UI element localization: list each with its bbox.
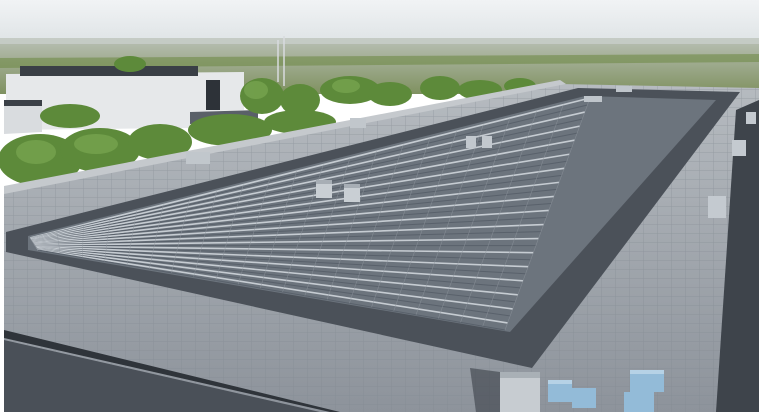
panel-row: [36, 246, 526, 275]
panel-row: [31, 146, 573, 242]
panel-row: [37, 248, 513, 310]
panel-row: [35, 245, 529, 268]
panel-row: [29, 97, 591, 239]
panel-rail: [126, 211, 137, 266]
panel-row: [30, 104, 588, 239]
panel-row: [34, 231, 542, 246]
panel-rail: [460, 111, 537, 323]
panel-rail: [193, 191, 217, 277]
panel-rail: [326, 151, 377, 300]
panel-row: [33, 195, 555, 244]
panel-rail: [349, 144, 404, 304]
hvac-units: [186, 86, 756, 218]
panel-row: [31, 139, 575, 241]
panel-row: [32, 167, 565, 243]
panel-rail: [237, 177, 271, 285]
panel-row: [35, 245, 534, 254]
foreground-equipment: [470, 368, 664, 412]
panel-row: [31, 153, 570, 242]
panel-rail: [371, 137, 431, 308]
panel-rail: [148, 204, 164, 270]
solar-array-base: [28, 96, 716, 332]
panel-row: [31, 132, 578, 241]
panel-rail: [215, 184, 244, 281]
panel-rail: [56, 231, 61, 254]
panel-rail: [171, 197, 191, 273]
panel-rail: [82, 224, 84, 258]
panel-row: [34, 237, 539, 247]
panel-rail: [260, 171, 297, 289]
panel-row: [36, 247, 518, 296]
panel-row: [32, 174, 562, 243]
panel-row: [32, 181, 560, 244]
panel-row: [37, 248, 508, 324]
panel-rail: [504, 97, 591, 331]
panel-rail: [104, 217, 111, 262]
panel-row: [36, 246, 524, 282]
panel-row: [33, 202, 552, 244]
solar-panel-rows: [29, 97, 591, 331]
panel-row: [33, 188, 557, 244]
panel-rail: [304, 157, 351, 296]
panel-row: [36, 248, 516, 303]
panel-row: [37, 248, 511, 317]
panel-row: [30, 111, 586, 240]
panel-row: [37, 249, 506, 331]
panel-rail: [482, 104, 564, 327]
panel-rail: [438, 117, 511, 319]
sky: [0, 0, 759, 42]
panel-row: [34, 217, 547, 245]
panel-rail: [29, 237, 39, 251]
panel-row: [32, 160, 567, 242]
panel-row: [35, 245, 531, 261]
panel-row: [33, 209, 549, 245]
panel-row: [34, 223, 544, 246]
panel-row: [36, 247, 521, 289]
panel-rail: [415, 124, 484, 315]
panel-rail: [393, 131, 457, 312]
